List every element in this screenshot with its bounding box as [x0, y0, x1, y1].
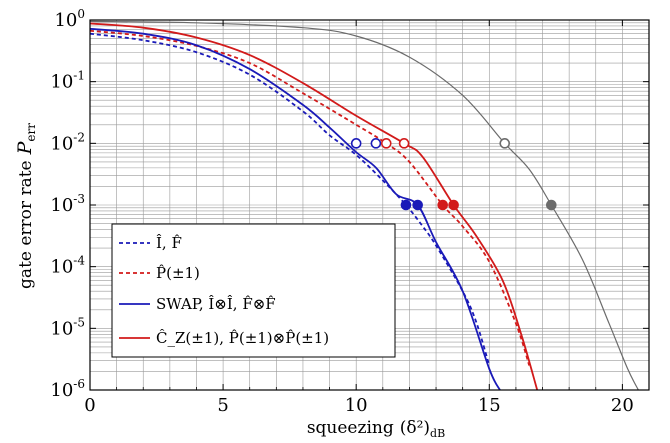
- x-axis-title-word: squeezing: [307, 418, 394, 438]
- y-tick-label-base: 10: [50, 380, 73, 401]
- tick-marks: [89, 19, 649, 391]
- y-tick-label-base: 10: [50, 72, 73, 93]
- y-tick-label-exponent: -3: [73, 192, 85, 206]
- legend-box: [111, 223, 396, 358]
- legend-label-3: SWAP, Î⊗Î, F̂⊗F̂: [156, 295, 276, 313]
- marker-open: [380, 138, 392, 149]
- y-tick-label-base: 10: [54, 10, 77, 31]
- y-tick-label-base: 10: [50, 195, 73, 216]
- x-tick-label: 5: [217, 395, 228, 416]
- series-line-5: [90, 20, 639, 390]
- x-axis-title-math: (δ²): [400, 418, 430, 438]
- y-axis-title-sub: err: [24, 123, 38, 142]
- legend-entries: Î, F̂ P̂(±1) SWAP, Î⊗Î, F̂⊗F̂ Ĉ_Z(±1), P̂(±…: [119, 234, 329, 347]
- x-tick-label: 10: [345, 395, 368, 416]
- marker-open: [350, 138, 362, 149]
- marker-filled: [448, 199, 459, 211]
- x-tick-label: 15: [478, 395, 501, 416]
- y-tick-label: 10-3: [50, 192, 85, 216]
- x-tick-label: 0: [84, 395, 95, 416]
- x-axis-title-sub: dB: [430, 427, 445, 440]
- y-tick-label-exponent: -1: [73, 69, 85, 83]
- marker-filled: [546, 199, 557, 211]
- y-tick-label-exponent: -4: [73, 254, 85, 268]
- legend: Î, F̂ P̂(±1) SWAP, Î⊗Î, F̂⊗F̂ Ĉ_Z(±1), P̂(±…: [111, 223, 396, 358]
- y-tick-label-exponent: -6: [73, 377, 85, 391]
- y-tick-label-exponent: 0: [77, 7, 85, 21]
- legend-label-2: P̂(±1): [156, 264, 200, 282]
- y-tick-label: 100: [54, 7, 85, 31]
- y-axis-title-word: gate error rate: [16, 160, 36, 289]
- marker-filled: [400, 199, 412, 211]
- marker-filled: [437, 199, 449, 211]
- y-tick-label: 10-5: [50, 315, 85, 339]
- y-tick-label-base: 10: [50, 318, 73, 339]
- x-tick-labels: 0 5 10 15 20: [84, 395, 634, 416]
- y-axis-title: gate error rate Perr: [14, 123, 38, 289]
- marker-layer: [350, 138, 557, 211]
- marker-open: [370, 138, 382, 149]
- marker-open: [499, 138, 511, 149]
- marker-open: [398, 138, 410, 149]
- x-tick-label: 20: [611, 395, 634, 416]
- legend-label-4: Ĉ_Z(±1), P̂(±1)⊗P̂(±1): [156, 329, 329, 347]
- series-line-1: [90, 32, 491, 366]
- x-axis-title: squeezing (δ²)dB: [307, 418, 445, 440]
- y-tick-label-exponent: -5: [73, 315, 85, 329]
- series-line-3: [90, 27, 501, 390]
- y-tick-label: 10-4: [50, 254, 85, 278]
- y-tick-label: 10-1: [50, 69, 85, 93]
- legend-label-1: Î, F̂: [156, 234, 182, 252]
- y-tick-label-base: 10: [50, 257, 73, 278]
- y-tick-label: 10-6: [50, 377, 85, 401]
- y-tick-label-base: 10: [50, 133, 73, 154]
- marker-filled: [412, 199, 423, 211]
- grid: [89, 20, 649, 391]
- y-axis-title-symbol: P: [14, 140, 36, 155]
- y-tick-label-exponent: -2: [73, 130, 85, 144]
- y-tick-label: 10-2: [50, 130, 85, 154]
